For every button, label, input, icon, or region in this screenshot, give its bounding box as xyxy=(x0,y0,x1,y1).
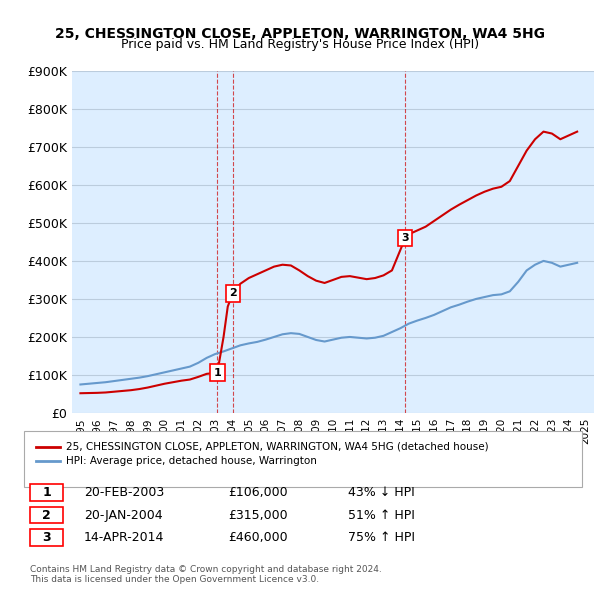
Text: 3: 3 xyxy=(401,233,409,243)
Text: Price paid vs. HM Land Registry's House Price Index (HPI): Price paid vs. HM Land Registry's House … xyxy=(121,38,479,51)
Text: £460,000: £460,000 xyxy=(228,531,287,544)
Text: 1: 1 xyxy=(42,486,51,499)
Text: 2: 2 xyxy=(42,509,51,522)
Text: 14-APR-2014: 14-APR-2014 xyxy=(84,531,164,544)
Text: £106,000: £106,000 xyxy=(228,486,287,499)
Text: £315,000: £315,000 xyxy=(228,509,287,522)
Text: Contains HM Land Registry data © Crown copyright and database right 2024.
This d: Contains HM Land Registry data © Crown c… xyxy=(30,565,382,584)
Text: 51% ↑ HPI: 51% ↑ HPI xyxy=(348,509,415,522)
Text: 75% ↑ HPI: 75% ↑ HPI xyxy=(348,531,415,544)
Text: 1: 1 xyxy=(214,368,221,378)
Text: HPI: Average price, detached house, Warrington: HPI: Average price, detached house, Warr… xyxy=(66,457,317,466)
Text: 20-JAN-2004: 20-JAN-2004 xyxy=(84,509,163,522)
Text: 2: 2 xyxy=(229,289,236,298)
Text: 25, CHESSINGTON CLOSE, APPLETON, WARRINGTON, WA4 5HG: 25, CHESSINGTON CLOSE, APPLETON, WARRING… xyxy=(55,27,545,41)
Text: 43% ↓ HPI: 43% ↓ HPI xyxy=(348,486,415,499)
Text: 25, CHESSINGTON CLOSE, APPLETON, WARRINGTON, WA4 5HG (detached house): 25, CHESSINGTON CLOSE, APPLETON, WARRING… xyxy=(66,442,488,451)
Text: 3: 3 xyxy=(42,531,51,544)
Text: 20-FEB-2003: 20-FEB-2003 xyxy=(84,486,164,499)
